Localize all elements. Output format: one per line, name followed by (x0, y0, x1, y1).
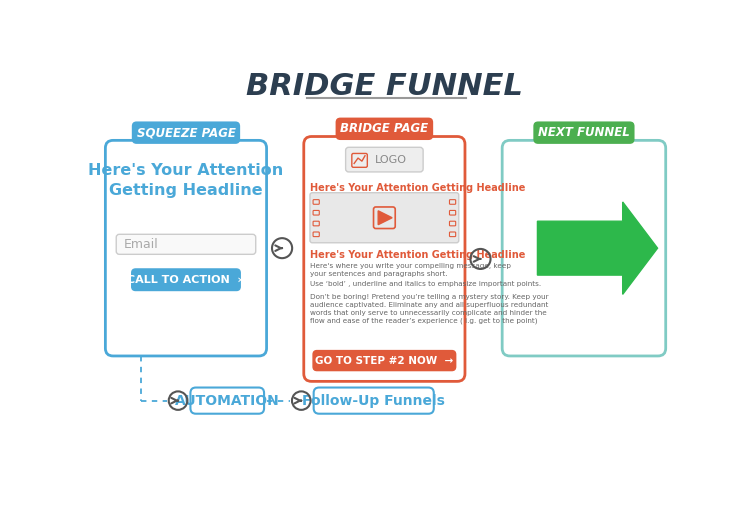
Text: Here's Your Attention Getting Headline: Here's Your Attention Getting Headline (310, 250, 525, 260)
FancyBboxPatch shape (190, 388, 264, 414)
FancyBboxPatch shape (313, 232, 320, 237)
FancyBboxPatch shape (304, 137, 465, 381)
Text: Follow-Up Funnels: Follow-Up Funnels (302, 393, 446, 408)
Text: GO TO STEP #2 NOW  →: GO TO STEP #2 NOW → (315, 355, 454, 365)
FancyBboxPatch shape (314, 388, 434, 414)
FancyBboxPatch shape (313, 221, 320, 226)
Text: Here's Your Attention Getting Headline: Here's Your Attention Getting Headline (310, 183, 525, 193)
FancyBboxPatch shape (449, 200, 456, 204)
Text: SQUEEZE PAGE: SQUEEZE PAGE (136, 126, 236, 139)
Text: Email: Email (124, 238, 159, 251)
FancyBboxPatch shape (313, 351, 456, 371)
Text: NEXT FUNNEL: NEXT FUNNEL (538, 126, 630, 139)
FancyBboxPatch shape (313, 200, 320, 204)
Text: LOGO: LOGO (374, 155, 406, 165)
Text: Here's where you write your compelling message, keep
your sentences and paragrap: Here's where you write your compelling m… (310, 263, 511, 277)
Text: AUTOMATION: AUTOMATION (175, 393, 280, 408)
FancyBboxPatch shape (346, 147, 423, 172)
FancyBboxPatch shape (352, 154, 368, 167)
FancyBboxPatch shape (105, 140, 266, 356)
FancyBboxPatch shape (310, 193, 459, 243)
Text: Here's Your Attention
Getting Headline: Here's Your Attention Getting Headline (88, 164, 284, 198)
FancyBboxPatch shape (313, 211, 320, 215)
Text: BRIDGE PAGE: BRIDGE PAGE (340, 122, 428, 135)
FancyBboxPatch shape (449, 221, 456, 226)
FancyBboxPatch shape (449, 232, 456, 237)
FancyBboxPatch shape (503, 140, 666, 356)
Polygon shape (378, 211, 392, 225)
FancyBboxPatch shape (132, 269, 240, 290)
Polygon shape (538, 202, 658, 295)
FancyBboxPatch shape (449, 211, 456, 215)
FancyBboxPatch shape (116, 234, 256, 254)
Text: BRIDGE FUNNEL: BRIDGE FUNNEL (246, 72, 523, 101)
Text: Use ‘bold’ , underline and italics to emphasize important points.: Use ‘bold’ , underline and italics to em… (310, 281, 541, 287)
Text: CALL TO ACTION  »: CALL TO ACTION » (128, 275, 244, 285)
Text: Don’t be boring! Pretend you’re telling a mystery story. Keep your
audience capt: Don’t be boring! Pretend you’re telling … (310, 294, 548, 324)
